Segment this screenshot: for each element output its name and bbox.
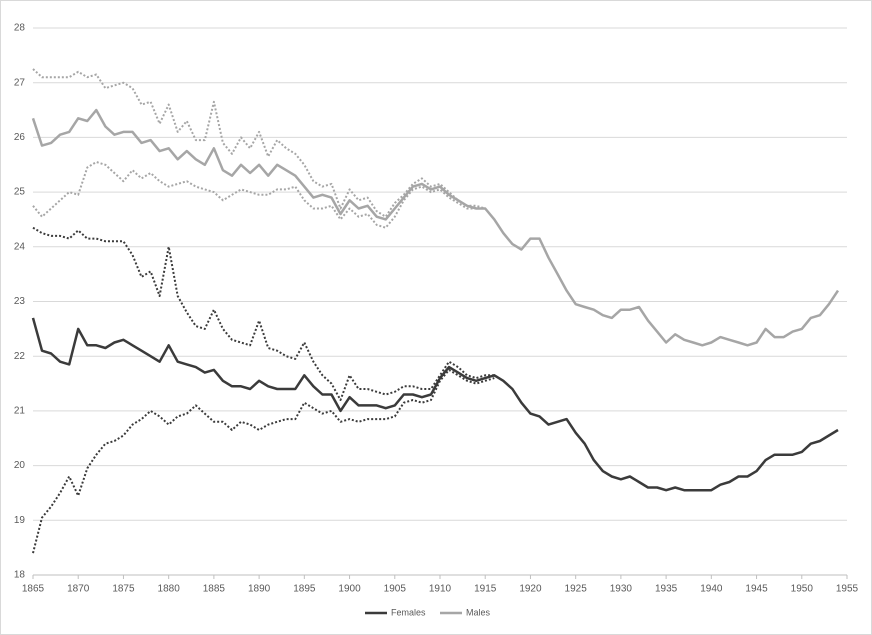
y-tick-label: 20 [14,460,26,471]
bound-line [32,161,486,229]
y-tick-label: 21 [14,406,26,417]
x-tick-label: 1920 [519,584,542,595]
y-tick-label: 25 [14,187,26,198]
x-tick-label: 1905 [384,584,407,595]
y-tick-label: 22 [14,351,26,362]
x-tick-label: 1870 [67,584,90,595]
x-tick-label: 1880 [158,584,181,595]
x-tick-label: 1940 [700,584,723,595]
x-tick-label: 1955 [836,584,859,595]
x-tick-label: 1900 [338,584,361,595]
bound-line [32,226,495,401]
y-tick-label: 18 [14,570,26,581]
x-tick-label: 1885 [203,584,226,595]
x-tick-label: 1910 [429,584,452,595]
y-tick-label: 24 [14,241,26,252]
x-tick-label: 1890 [248,584,271,595]
x-tick-label: 1930 [610,584,633,595]
x-tick-label: 1925 [565,584,588,595]
x-tick-label: 1915 [474,584,497,595]
x-tick-label: 1935 [655,584,678,595]
bound-line [32,68,486,218]
series-line [31,317,839,492]
y-tick-label: 23 [14,296,26,307]
legend-label: Males [466,607,491,617]
x-tick-label: 1895 [293,584,316,595]
x-tick-label: 1875 [112,584,135,595]
x-tick-label: 1865 [22,584,45,595]
y-tick-label: 28 [14,23,26,34]
legend-label: Females [391,607,426,617]
series-line [31,108,840,347]
x-tick-label: 1950 [791,584,814,595]
y-tick-label: 27 [14,77,26,88]
x-tick-label: 1945 [745,584,768,595]
y-tick-label: 19 [14,515,26,526]
y-tick-label: 26 [14,132,26,143]
